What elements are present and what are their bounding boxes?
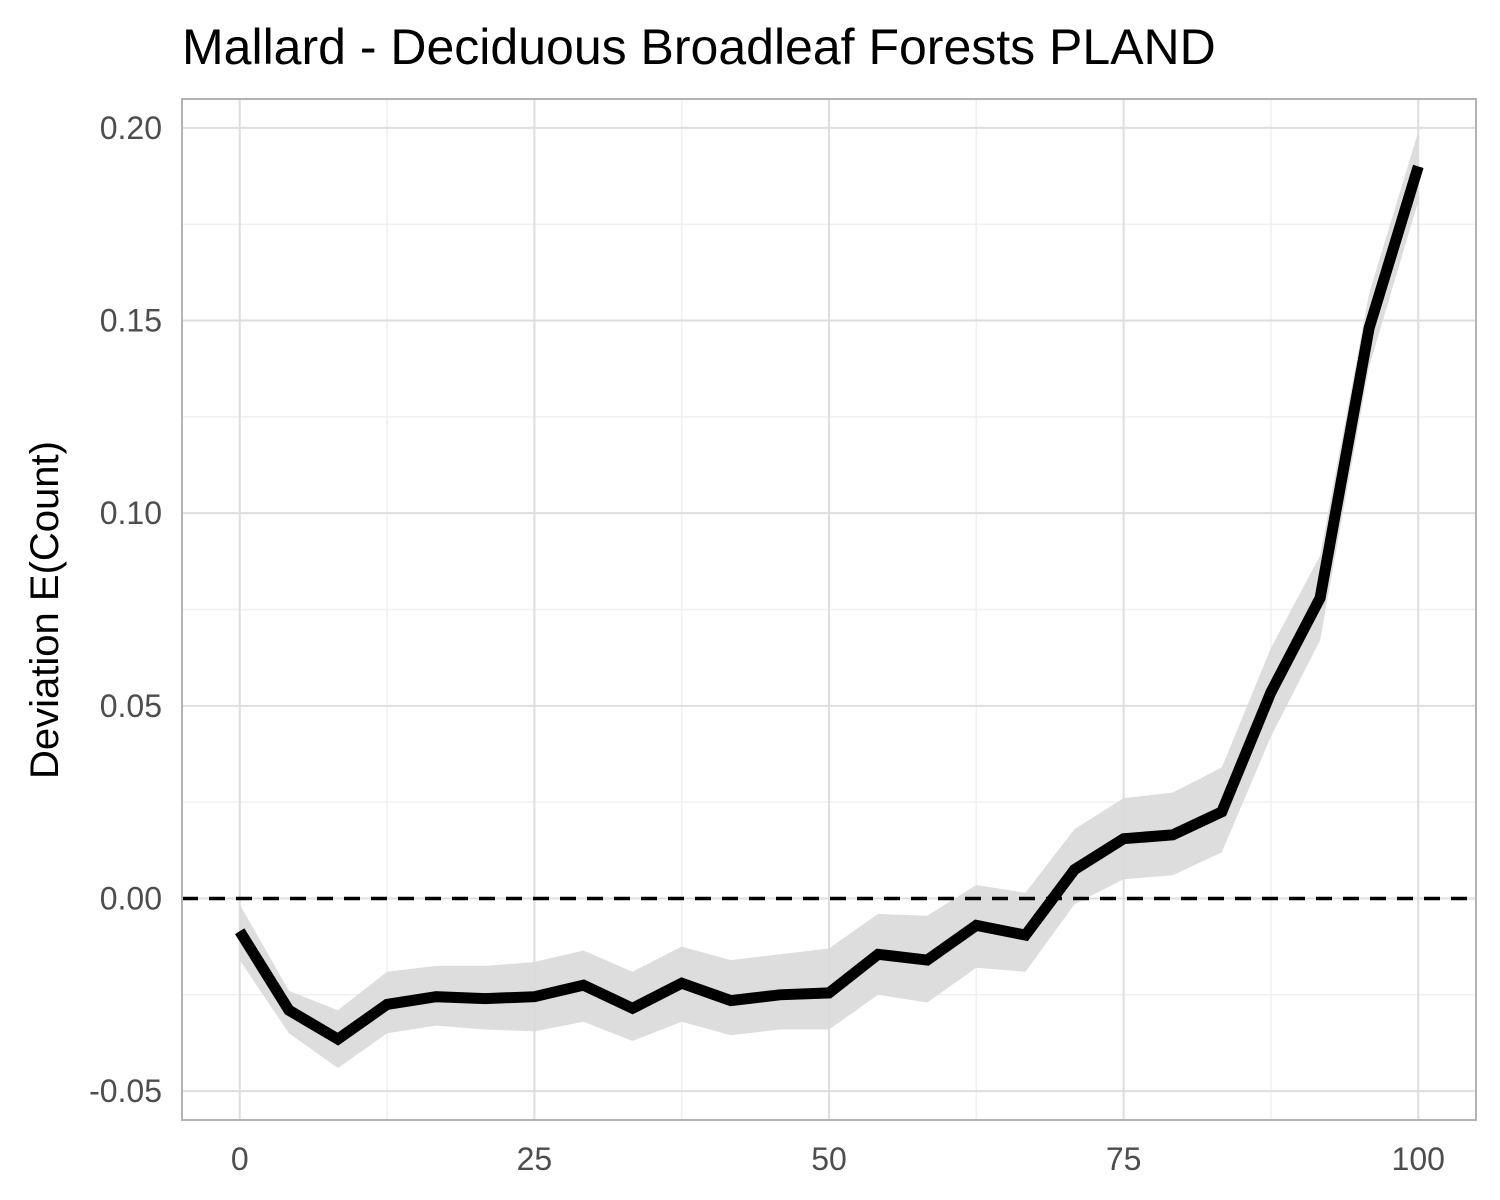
series-line (235, 164, 1424, 1046)
data-point (1074, 869, 1075, 870)
data-point (1221, 811, 1222, 812)
data-point (878, 954, 879, 955)
grid (182, 99, 1476, 1120)
data-point (239, 931, 240, 932)
x-tick-label: 25 (517, 1141, 553, 1177)
data-point (730, 1000, 731, 1001)
x-tick-label: 50 (811, 1141, 847, 1177)
data-point (337, 1039, 338, 1040)
panel-border (181, 98, 1477, 1121)
data-point (927, 960, 928, 961)
data-point (1320, 597, 1321, 598)
x-tick-label: 75 (1106, 1141, 1142, 1177)
data-point (779, 994, 780, 995)
data-point (1418, 166, 1419, 167)
data-point (534, 996, 535, 997)
data-point (288, 1010, 289, 1011)
y-tick-label: 0.05 (100, 688, 162, 724)
series-line-layer (235, 164, 1424, 1046)
y-tick-label: -0.05 (89, 1073, 162, 1109)
data-point (1123, 838, 1124, 839)
data-point (1025, 935, 1026, 936)
data-point (1172, 834, 1173, 835)
data-point (436, 996, 437, 997)
data-point (1270, 692, 1271, 693)
data-point (632, 1008, 633, 1009)
chart-title: Mallard - Deciduous Broadleaf Forests PL… (182, 19, 1216, 75)
data-point (485, 998, 486, 999)
data-point (387, 1004, 388, 1005)
tick-labels: 0 25 50 75 100 -0.05 0.00 0.05 0.10 0.15 0.20 (89, 110, 1445, 1177)
data-point (829, 992, 830, 993)
y-tick-label: 0.00 (100, 880, 162, 916)
data-point (681, 983, 682, 984)
y-tick-label: 0.15 (100, 303, 162, 339)
data-point (1369, 328, 1370, 329)
x-tick-label: 0 (231, 1141, 249, 1177)
y-tick-label: 0.20 (100, 110, 162, 146)
y-axis-title: Deviation E(Count) (23, 441, 67, 779)
data-point (583, 985, 584, 986)
data-point (976, 925, 977, 926)
y-tick-label: 0.10 (100, 495, 162, 531)
x-tick-label: 100 (1392, 1141, 1445, 1177)
